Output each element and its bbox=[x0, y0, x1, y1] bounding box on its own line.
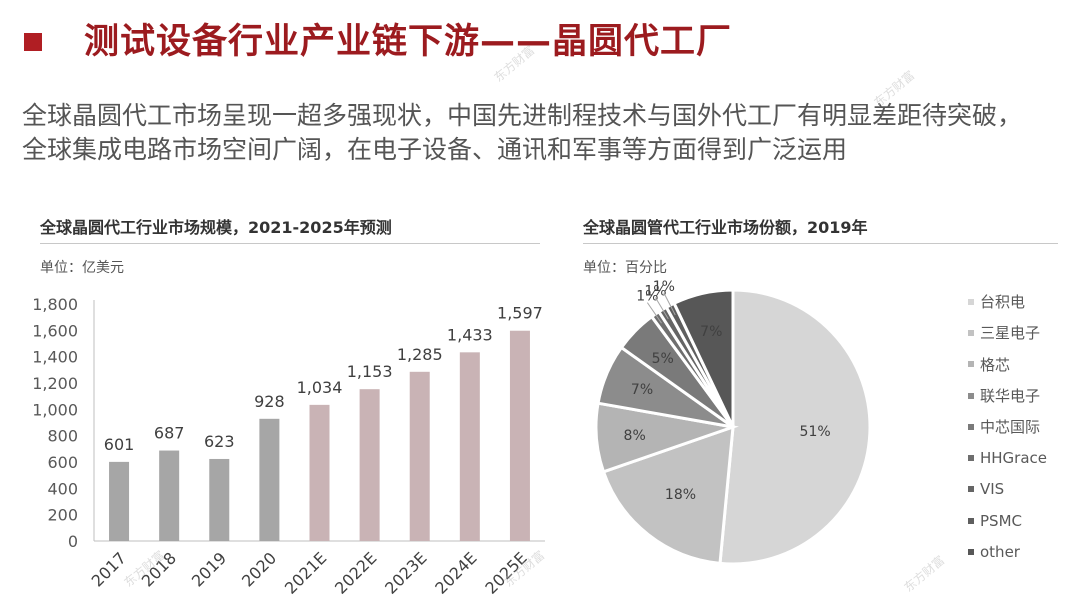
legend-label: PSMC bbox=[980, 511, 1022, 530]
x-tick-label: 2024E bbox=[431, 548, 480, 597]
legend-item: HHGrace bbox=[968, 442, 1047, 473]
bar-chart-unit: 单位：亿美元 bbox=[40, 260, 124, 276]
bar-data-label: 623 bbox=[204, 432, 235, 451]
legend-swatch bbox=[968, 549, 974, 556]
legend-swatch bbox=[968, 423, 974, 430]
bar-data-label: 601 bbox=[104, 435, 135, 454]
bar-data-label: 1,153 bbox=[347, 362, 393, 381]
legend-item: PSMC bbox=[968, 505, 1047, 536]
x-tick-label: 2022E bbox=[331, 548, 380, 597]
title-marker bbox=[24, 33, 42, 51]
y-tick-label: 200 bbox=[47, 506, 78, 525]
legend-swatch bbox=[968, 361, 974, 368]
legend-item: 中芯国际 bbox=[968, 411, 1047, 442]
bar bbox=[459, 352, 480, 541]
subtitle-line-2: 全球集成电路市场空间广阔，在电子设备、通讯和军事等方面得到广泛运用 bbox=[22, 135, 848, 164]
legend-label: 联华电子 bbox=[980, 387, 1041, 406]
y-tick-label: 600 bbox=[47, 453, 78, 472]
pie-value-label: 18% bbox=[665, 487, 696, 503]
pie-chart: 51% 18% 8% 7% 5% 1%1%1% 7% bbox=[594, 279, 872, 566]
bar bbox=[109, 461, 130, 541]
bar-data-label: 928 bbox=[254, 392, 285, 411]
y-tick-label: 1,200 bbox=[32, 374, 78, 393]
y-tick-label: 800 bbox=[47, 427, 78, 446]
bar-data-label: 1,034 bbox=[297, 378, 343, 397]
pie-value-label: 7% bbox=[631, 382, 653, 398]
subtitle-line-1: 全球晶圆代工市场呈现一超多强现状，中国先进制程技术与国外代工厂有明显差距待突破， bbox=[22, 101, 1023, 130]
x-tick-label: 2023E bbox=[381, 548, 430, 597]
bar-data-label: 1,597 bbox=[497, 304, 543, 323]
y-tick-label: 400 bbox=[47, 479, 78, 498]
pie-value-label: 1% bbox=[653, 279, 675, 295]
x-tick-label: 2020 bbox=[238, 548, 280, 590]
legend-label: 中芯国际 bbox=[980, 418, 1041, 437]
pie-value-label: 51% bbox=[800, 424, 831, 440]
legend-swatch bbox=[968, 455, 974, 462]
pie-leader-line bbox=[663, 292, 676, 316]
pie-value-label: 5% bbox=[652, 351, 674, 367]
legend-item: other bbox=[968, 536, 1047, 567]
legend-label: 格芯 bbox=[980, 355, 1011, 374]
y-tick-label: 0 bbox=[68, 532, 78, 551]
legend-label: 三星电子 bbox=[980, 324, 1041, 343]
pie-slice bbox=[718, 288, 872, 566]
pie-chart-divider bbox=[583, 243, 1058, 244]
bar bbox=[409, 371, 430, 541]
pie-value-label: 7% bbox=[700, 324, 722, 340]
bar bbox=[359, 389, 380, 541]
pie-leader-line bbox=[646, 302, 662, 324]
y-tick-label: 1,600 bbox=[32, 321, 78, 340]
legend-item: VIS bbox=[968, 474, 1047, 505]
y-tick-label: 1,000 bbox=[32, 400, 78, 419]
legend-item: 格芯 bbox=[968, 349, 1047, 380]
bar bbox=[159, 450, 180, 541]
legend-swatch bbox=[968, 329, 974, 336]
legend-item: 台积电 bbox=[968, 286, 1047, 317]
page-title: 测试设备行业产业链下游——晶圆代工厂 bbox=[84, 22, 733, 62]
pie-value-label: 1% bbox=[644, 283, 666, 299]
legend-label: VIS bbox=[980, 480, 1005, 499]
bar bbox=[209, 458, 230, 541]
bar-chart-divider bbox=[40, 243, 540, 244]
x-tick-label: 2019 bbox=[188, 548, 230, 590]
bar-chart: 0 200 400 600 800 1,000 1,200 1,400 1,600 1,800 60… bbox=[32, 295, 545, 598]
legend-swatch bbox=[968, 298, 974, 305]
pie-leader-line bbox=[655, 297, 669, 320]
legend-label: 台积电 bbox=[980, 293, 1026, 312]
pie-slice bbox=[672, 288, 735, 428]
bar-data-label: 1,285 bbox=[397, 345, 443, 364]
x-tick-label: 2021E bbox=[281, 548, 330, 597]
legend-label: other bbox=[980, 543, 1020, 562]
pie-value-label: 1% bbox=[636, 289, 658, 305]
bar bbox=[309, 404, 330, 541]
pie-legend: 台积电三星电子格芯联华电子中芯国际 HHGrace VIS PSMC other bbox=[968, 286, 1047, 568]
x-tick-label: 2017 bbox=[88, 548, 130, 590]
bar-data-label: 687 bbox=[154, 424, 185, 443]
bar-data-label: 1,433 bbox=[447, 325, 493, 344]
legend-item: 联华电子 bbox=[968, 380, 1047, 411]
pie-chart-unit: 单位：百分比 bbox=[583, 260, 667, 276]
bar-chart-title: 全球晶圆代工行业市场规模，2021-2025年预测 bbox=[40, 218, 392, 237]
pie-value-label: 8% bbox=[624, 428, 646, 444]
y-tick-label: 1,800 bbox=[32, 295, 78, 314]
legend-swatch bbox=[968, 517, 974, 524]
legend-swatch bbox=[968, 486, 974, 493]
legend-label: HHGrace bbox=[980, 449, 1048, 468]
bar bbox=[509, 330, 530, 541]
page-subtitle: 全球晶圆代工市场呈现一超多强现状，中国先进制程技术与国外代工厂有明显差距待突破，… bbox=[22, 99, 1022, 167]
y-tick-label: 1,400 bbox=[32, 348, 78, 367]
legend-item: 三星电子 bbox=[968, 317, 1047, 348]
legend-swatch bbox=[968, 392, 974, 399]
bar bbox=[259, 418, 280, 541]
pie-chart-title: 全球晶圆管代工行业市场份额，2019年 bbox=[583, 218, 868, 237]
